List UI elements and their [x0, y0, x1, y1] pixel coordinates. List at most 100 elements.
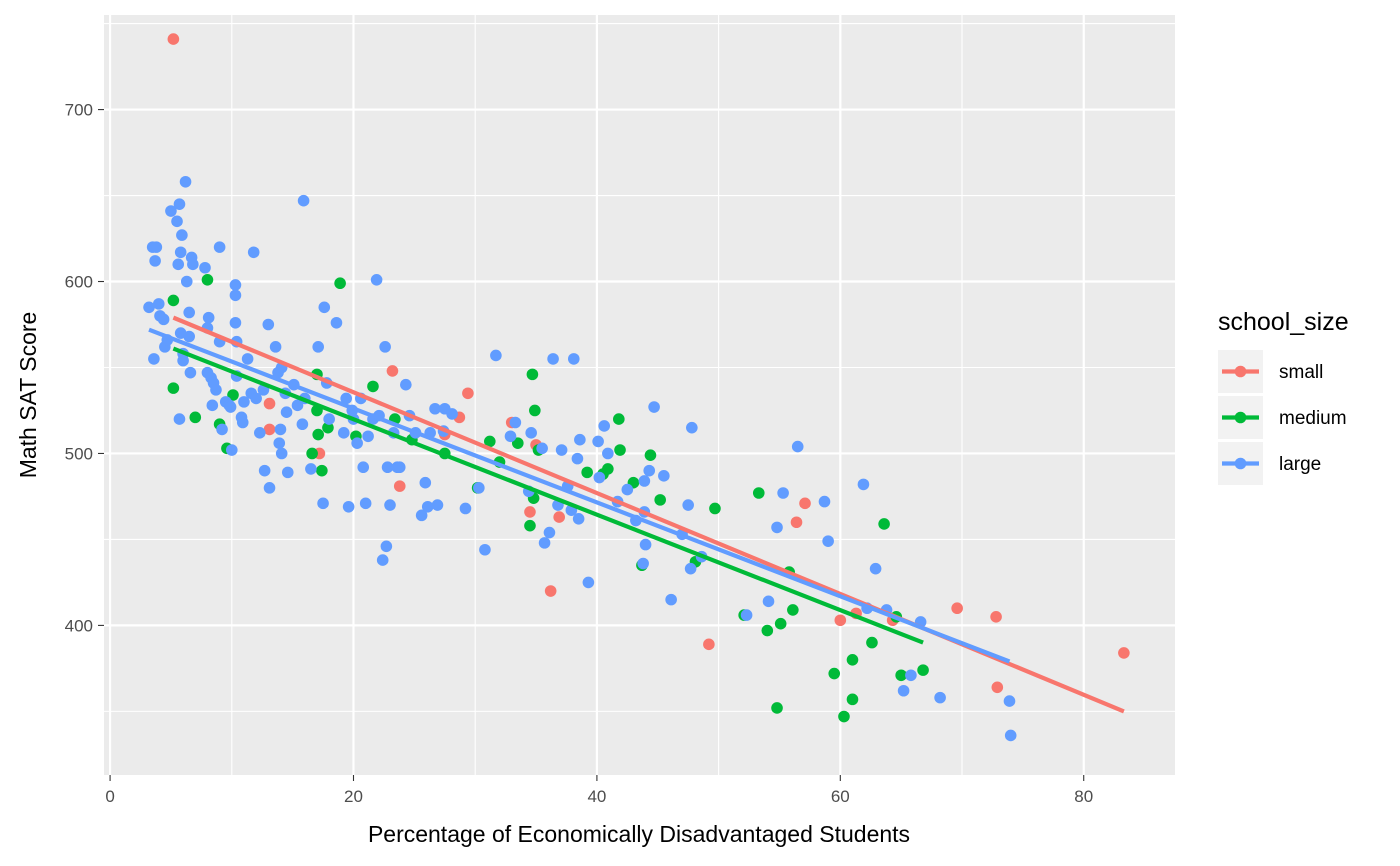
point-large: [415, 509, 428, 522]
point-large: [818, 495, 831, 508]
point-small: [799, 497, 811, 510]
point-large: [572, 513, 585, 525]
point-large: [274, 423, 287, 436]
legend-label-large: large: [1279, 454, 1321, 475]
y-tick-label: 700: [65, 101, 93, 120]
point-medium: [581, 466, 593, 479]
point-large: [180, 275, 193, 288]
point-large: [509, 416, 522, 429]
point-large: [777, 487, 789, 499]
point-large: [582, 576, 595, 589]
point-large: [297, 194, 310, 207]
point-large: [429, 402, 441, 415]
point-small: [990, 611, 1002, 623]
point-medium: [316, 464, 328, 477]
point-medium: [761, 624, 774, 637]
point-large: [210, 384, 222, 396]
point-small: [524, 506, 536, 518]
point-medium: [484, 435, 496, 448]
point-large: [567, 353, 580, 365]
point-large: [229, 279, 242, 291]
point-medium: [774, 617, 787, 630]
point-medium: [306, 447, 318, 460]
point-medium: [602, 463, 614, 475]
x-tick-label: 80: [1074, 787, 1093, 806]
point-large: [250, 392, 262, 405]
point-large: [648, 401, 660, 413]
legend-dot-medium: [1234, 411, 1247, 424]
x-tick-label: 20: [344, 787, 363, 806]
point-medium: [167, 382, 180, 394]
point-medium: [312, 428, 325, 441]
point-large: [165, 205, 177, 217]
x-axis-title: Percentage of Economically Disadvantaged…: [368, 821, 910, 847]
point-medium: [614, 444, 626, 456]
point-medium: [167, 294, 180, 307]
point-medium: [201, 273, 214, 286]
point-large: [275, 447, 288, 460]
point-large: [359, 497, 372, 510]
point-large: [598, 420, 611, 432]
point-large: [934, 691, 946, 704]
point-large: [602, 447, 614, 460]
point-large: [157, 313, 170, 326]
point-large: [337, 427, 350, 439]
point-large: [538, 537, 551, 549]
point-large: [643, 464, 656, 477]
point-large: [379, 341, 391, 353]
point-medium: [838, 710, 850, 723]
legend-title: school_size: [1218, 308, 1349, 336]
point-large: [473, 482, 485, 494]
point-large: [380, 540, 393, 553]
point-large: [536, 442, 548, 455]
point-large: [152, 298, 165, 310]
x-tick-label: 0: [105, 787, 114, 806]
point-medium: [828, 667, 841, 680]
point-large: [263, 482, 276, 494]
legend-dot-large: [1234, 457, 1247, 470]
point-large: [362, 430, 374, 443]
point-large: [357, 461, 370, 474]
point-large: [547, 353, 559, 365]
point-large: [1004, 729, 1017, 742]
point-large: [639, 538, 652, 551]
point-medium: [227, 389, 239, 401]
point-large: [236, 416, 249, 429]
point-large: [381, 461, 394, 474]
point-large: [280, 406, 293, 418]
point-large: [791, 440, 804, 453]
point-large: [258, 464, 271, 477]
point-large: [571, 452, 584, 465]
point-small: [393, 480, 406, 492]
point-large: [173, 198, 186, 210]
trend-line-medium: [172, 346, 924, 645]
point-large: [206, 399, 219, 412]
point-large: [340, 392, 352, 405]
point-large: [291, 399, 304, 412]
point-large: [762, 595, 775, 608]
point-large: [525, 427, 537, 439]
point-large: [296, 418, 309, 431]
y-axis-title: Math SAT Score: [15, 312, 41, 479]
y-axis: 400 500 600 700: [65, 101, 104, 635]
point-large: [173, 413, 186, 425]
point-large: [247, 246, 260, 259]
point-medium: [654, 494, 666, 506]
point-medium: [524, 519, 536, 532]
point-medium: [771, 702, 783, 714]
point-large: [637, 557, 649, 570]
point-small: [544, 585, 557, 597]
point-large: [376, 554, 389, 566]
legend-label-small: small: [1279, 362, 1323, 383]
point-large: [143, 301, 155, 314]
point-large: [148, 353, 160, 365]
point-large: [241, 353, 254, 365]
point-small: [167, 33, 180, 45]
point-large: [317, 497, 329, 510]
data-points: [143, 33, 1130, 742]
point-medium: [529, 404, 541, 417]
point-large: [740, 609, 753, 621]
point-medium: [189, 411, 202, 424]
y-tick-label: 400: [65, 616, 93, 635]
point-large: [330, 316, 343, 329]
